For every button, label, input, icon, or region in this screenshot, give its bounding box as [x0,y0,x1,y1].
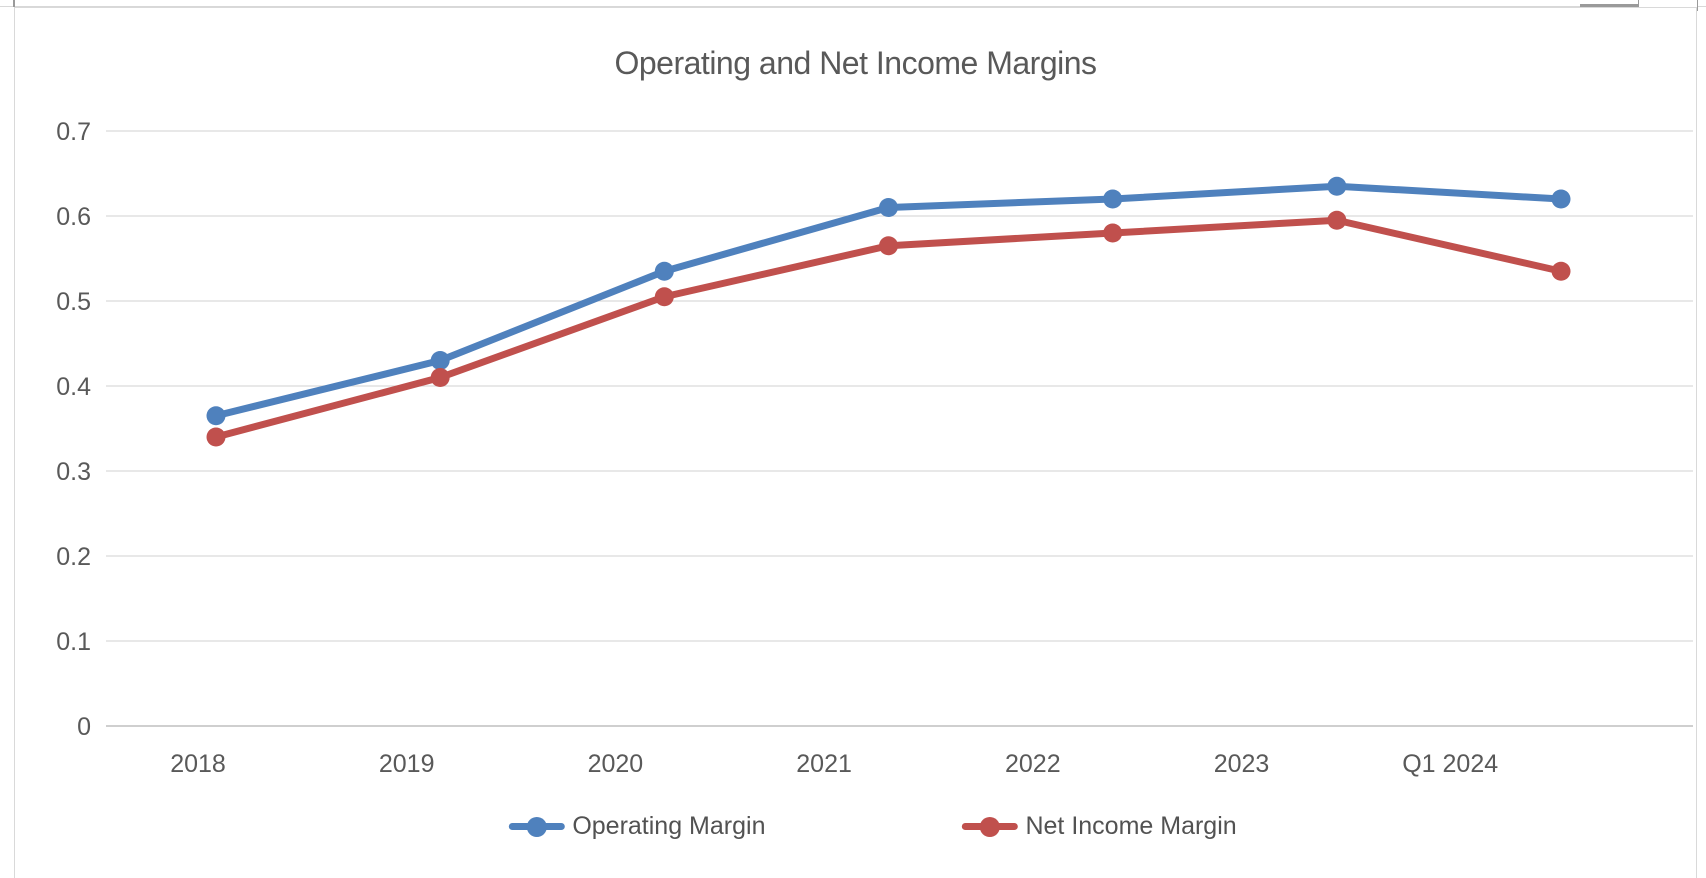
legend-label: Net Income Margin [1025,812,1237,840]
chart-legend: Operating Margin Net Income Margin [508,812,1237,841]
y-tick-label: 0.2 [56,543,91,571]
data-point-marker [430,368,450,387]
data-point-marker [654,287,674,307]
y-tick-label: 0 [77,713,91,741]
y-tick-label: 0.6 [56,203,91,231]
chart-object[interactable]: 0 0.1 0.2 0.3 0.4 0.5 0.6 0.7 2018 2019 2020 2021 20… [14,7,1697,878]
data-point-marker [879,198,899,217]
x-tick-label: 2023 [1214,750,1270,778]
y-tick-label: 0.5 [56,288,91,316]
chart-title[interactable]: Operating and Net Income Margins [614,45,1097,81]
worksheet-cell-border [1580,4,1638,7]
worksheet-cell-corner [13,0,15,7]
data-point-marker [879,236,899,256]
y-tick-label: 0.4 [56,373,91,401]
x-tick-label: Q1 2024 [1402,750,1498,778]
data-point-marker [430,351,450,370]
worksheet-gridline-horizontal [0,6,1706,7]
legend-dot-icon [526,816,547,837]
data-point-marker [206,406,226,426]
y-tick-label: 0.1 [56,628,91,656]
legend-item-net-income-margin[interactable]: Net Income Margin [961,812,1237,841]
legend-line-marker-icon [961,816,1018,837]
legend-dot-icon [979,816,1000,837]
data-point-marker [1551,189,1571,209]
x-tick-label: 2022 [1005,750,1061,778]
legend-label: Operating Margin [572,812,766,840]
data-point-marker [206,427,226,447]
data-point-marker [1327,176,1347,196]
data-point-marker [1551,261,1571,281]
x-tick-label: 2020 [588,750,644,778]
x-tick-label: 2021 [796,750,852,778]
legend-line-marker-icon [508,816,565,837]
data-point-marker [1327,210,1347,230]
data-point-marker [1103,189,1123,209]
data-point-marker [654,261,674,281]
chart-canvas[interactable]: 0 0.1 0.2 0.3 0.4 0.5 0.6 0.7 2018 2019 2020 2021 20… [15,8,1698,878]
x-tick-label: 2018 [170,750,226,778]
data-point-marker [1103,223,1123,243]
legend-item-operating-margin[interactable]: Operating Margin [508,812,765,841]
x-tick-label: 2019 [379,750,435,778]
y-tick-label: 0.3 [56,458,91,486]
y-tick-label: 0.7 [56,118,91,146]
